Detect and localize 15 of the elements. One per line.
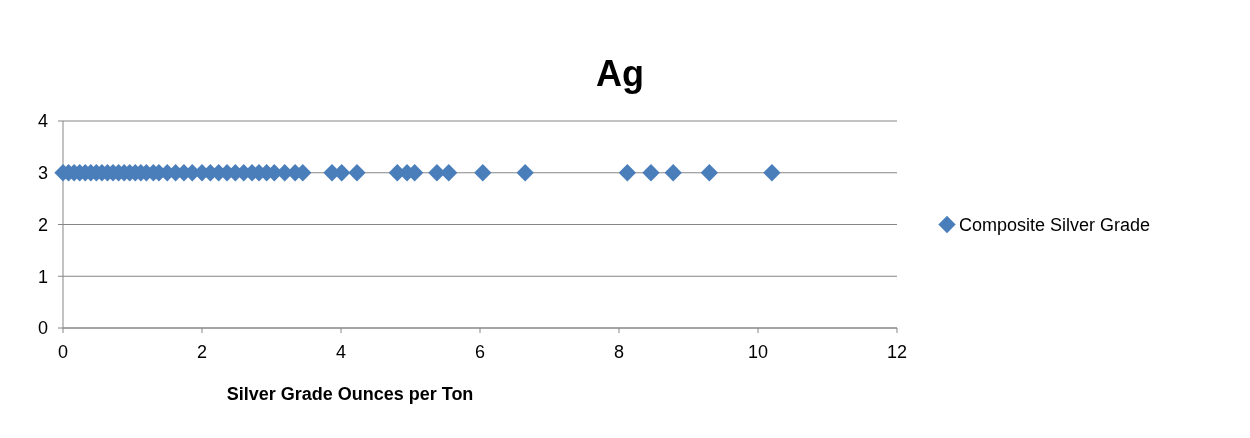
x-tick-label: 0	[57, 342, 69, 362]
y-tick-label: 4	[37, 111, 49, 132]
y-tick-label: 0	[37, 318, 49, 339]
x-tick-label: 10	[747, 342, 769, 362]
chart-title: Ag	[596, 53, 644, 94]
legend-label: Composite Silver Grade	[959, 214, 1151, 235]
y-tick-label: 2	[37, 214, 49, 235]
x-tick-label: 6	[474, 342, 486, 362]
x-tick-label: 12	[886, 342, 908, 362]
x-tick-label: 2	[196, 342, 208, 362]
y-tick-label: 1	[37, 266, 49, 287]
x-axis-title: Silver Grade Ounces per Ton	[226, 384, 474, 404]
x-tick-label: 4	[335, 342, 347, 362]
x-tick-label: 8	[613, 342, 625, 362]
y-tick-label: 3	[37, 163, 49, 184]
